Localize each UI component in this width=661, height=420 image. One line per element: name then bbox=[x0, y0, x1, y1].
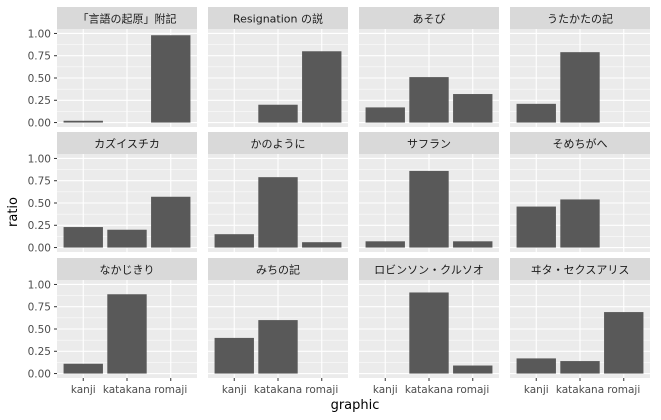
bar bbox=[258, 320, 298, 374]
bar bbox=[214, 234, 254, 248]
bar bbox=[453, 94, 493, 123]
bar bbox=[63, 227, 103, 248]
bar bbox=[604, 312, 644, 374]
y-tick-label: 0.25 bbox=[28, 95, 51, 107]
y-tick-label: 0.50 bbox=[28, 198, 51, 210]
bar bbox=[560, 199, 600, 248]
bar bbox=[302, 242, 342, 248]
strip-background bbox=[359, 132, 499, 154]
strip-background bbox=[208, 7, 348, 29]
y-tick-label: 0.00 bbox=[28, 117, 51, 129]
bar bbox=[560, 361, 600, 374]
x-tick-label: kanji bbox=[524, 384, 549, 396]
bar bbox=[214, 337, 254, 374]
bar bbox=[302, 51, 342, 123]
strip-background bbox=[208, 132, 348, 154]
strip-background bbox=[510, 7, 650, 29]
bar bbox=[516, 103, 556, 123]
y-tick-label: 1.00 bbox=[28, 28, 51, 40]
y-tick-label: 0.50 bbox=[28, 324, 51, 336]
bar bbox=[516, 358, 556, 374]
strip-title: Resignation の説 bbox=[233, 12, 323, 26]
bar bbox=[409, 170, 449, 248]
strip-title: かのように bbox=[251, 138, 306, 151]
bar bbox=[107, 229, 147, 248]
y-tick-label: 0.00 bbox=[28, 368, 51, 380]
bar bbox=[516, 206, 556, 248]
facet-panel: ロビンソン・クルソオ kanji katakana romaji bbox=[359, 258, 499, 396]
strip-background bbox=[510, 258, 650, 280]
strip-title: うたかたの記 bbox=[547, 12, 613, 26]
bar bbox=[258, 177, 298, 248]
y-tick-label: 0.75 bbox=[28, 176, 51, 188]
strip-title: なかじきり bbox=[100, 264, 155, 277]
bar bbox=[63, 363, 103, 374]
facet-panel: なかじきり 0.00 0.25 0.50 0.75 1.00 kanji katakana ro… bbox=[28, 258, 197, 396]
y-tick-label: 0.00 bbox=[28, 242, 51, 254]
strip-title: 「言語の起原」附記 bbox=[78, 12, 177, 26]
facet-panel: 「言語の起原」附記 0.00 0.25 0.50 0.75 1.00 bbox=[28, 7, 197, 129]
y-tick-label: 0.75 bbox=[28, 51, 51, 63]
facet-panel: みちの記 kanji katakana romaji bbox=[208, 258, 348, 396]
bar bbox=[258, 104, 298, 123]
facet-panel: うたかたの記 bbox=[510, 7, 650, 127]
strip-background bbox=[57, 132, 197, 154]
strip-background bbox=[359, 258, 499, 280]
x-tick-label: katakana bbox=[254, 384, 302, 396]
y-tick-label: 0.25 bbox=[28, 346, 51, 358]
strip-background bbox=[208, 258, 348, 280]
bar bbox=[409, 292, 449, 374]
y-tick-label: 0.50 bbox=[28, 73, 51, 85]
x-tick-label: kanji bbox=[71, 384, 96, 396]
strip-background bbox=[359, 7, 499, 29]
y-tick-label: 0.25 bbox=[28, 220, 51, 232]
bar bbox=[560, 52, 600, 123]
strip-title: みちの記 bbox=[256, 263, 300, 277]
facet-panel: サフラン bbox=[359, 132, 499, 252]
strip-background bbox=[57, 258, 197, 280]
facet-panel: カズイスチカ 0.00 0.25 0.50 0.75 1.00 bbox=[28, 132, 197, 254]
strip-title: サフラン bbox=[407, 138, 451, 151]
bar bbox=[151, 196, 191, 248]
bar bbox=[107, 294, 147, 374]
y-tick-label: 1.00 bbox=[28, 153, 51, 165]
x-tick-label: kanji bbox=[222, 384, 247, 396]
bar bbox=[365, 241, 405, 248]
facet-panel: あそび bbox=[359, 7, 499, 127]
x-tick-label: romaji bbox=[154, 384, 187, 396]
facet-panels: 「言語の起原」附記 0.00 0.25 0.50 0.75 1.00 Resignation… bbox=[28, 7, 650, 396]
bar bbox=[365, 107, 405, 123]
strip-title: そめちがへ bbox=[553, 137, 608, 151]
x-tick-label: romaji bbox=[305, 384, 338, 396]
bar bbox=[409, 77, 449, 123]
strip-title: ヰタ・セクスアリス bbox=[531, 264, 630, 277]
facet-panel: かのように bbox=[208, 132, 348, 252]
bar bbox=[151, 35, 191, 123]
bar bbox=[453, 241, 493, 248]
bar bbox=[453, 365, 493, 374]
facet-panel: そめちがへ bbox=[510, 132, 650, 252]
facet-panel: Resignation の説 bbox=[208, 7, 348, 127]
x-tick-label: katakana bbox=[103, 384, 151, 396]
bar bbox=[63, 120, 103, 123]
strip-background bbox=[57, 7, 197, 29]
y-tick-label: 1.00 bbox=[28, 279, 51, 291]
strip-title: あそび bbox=[413, 13, 446, 26]
x-axis-title: graphic bbox=[331, 398, 380, 413]
strip-title: カズイスチカ bbox=[94, 137, 160, 151]
x-tick-label: katakana bbox=[405, 384, 453, 396]
strip-title: ロビンソン・クルソオ bbox=[374, 264, 484, 277]
x-tick-label: romaji bbox=[456, 384, 489, 396]
facet-panel: ヰタ・セクスアリス kanji katakana romaji bbox=[510, 258, 650, 396]
x-tick-label: katakana bbox=[556, 384, 604, 396]
strip-background bbox=[510, 132, 650, 154]
x-tick-label: kanji bbox=[373, 384, 398, 396]
y-tick-label: 0.75 bbox=[28, 302, 51, 314]
x-tick-label: romaji bbox=[607, 384, 640, 396]
y-axis-title: ratio bbox=[6, 197, 21, 227]
